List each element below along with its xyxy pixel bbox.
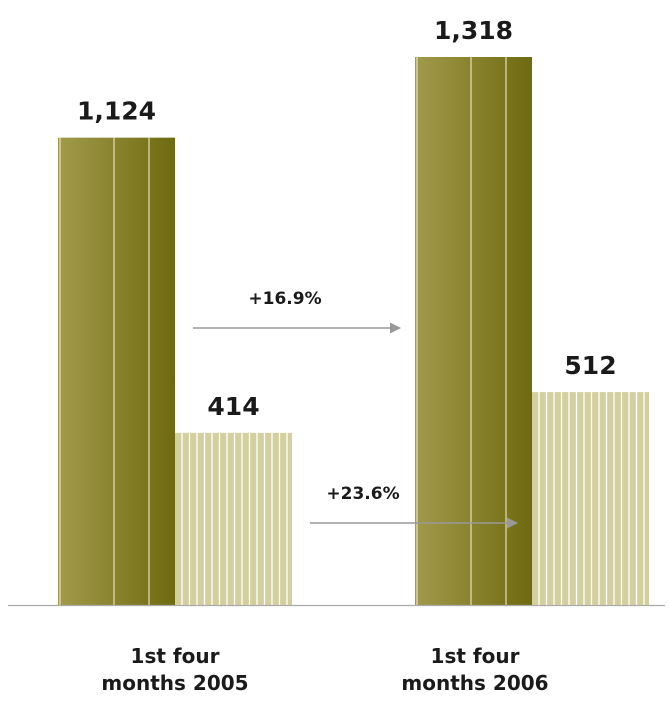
bar-light-1 (175, 432, 292, 605)
bar-dark-1 (58, 137, 175, 605)
bar-light-2 (532, 392, 649, 605)
value-label: 1,124 (77, 97, 156, 126)
change-label-1: +16.9% (248, 289, 321, 309)
bar-dark-2 (415, 57, 532, 605)
value-label: 1,318 (434, 16, 513, 45)
bars-layer (8, 57, 665, 607)
labels-layer: 1,124 1,318 414 512 +16.9% +23.6% 1st four mont… (77, 16, 617, 695)
category-label-2: 1st four months 2006 (401, 644, 548, 695)
value-label: 512 (564, 351, 616, 380)
value-label: 414 (207, 392, 259, 421)
arrows-layer (193, 322, 519, 529)
change-label-2: +23.6% (326, 484, 399, 504)
category-label-1: 1st four months 2005 (101, 644, 248, 695)
